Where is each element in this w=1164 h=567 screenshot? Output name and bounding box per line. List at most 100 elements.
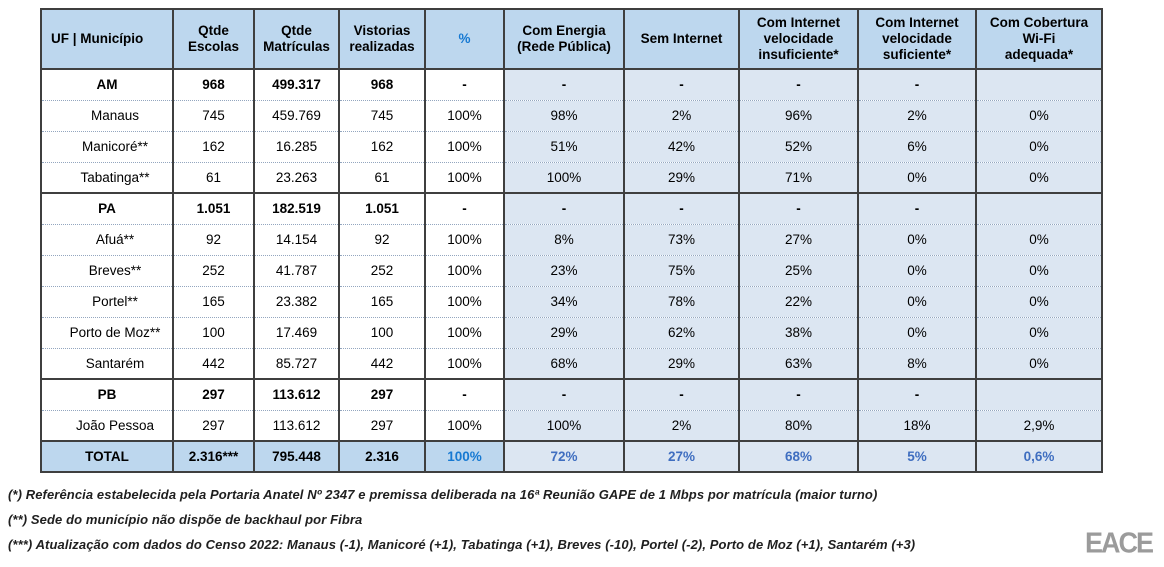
table-row-portel: Portel** 165 23.382 165 100% 34% 78% 22% 0% 0% [41,285,1102,317]
cell: 100% [503,409,624,441]
cell: 80% [738,409,858,441]
cell: 297 [338,409,425,441]
cell: - [424,68,504,100]
row-label: Breves** [41,254,173,286]
column-header-7: Com Internet velocidade insuficiente* [738,9,858,70]
cell: - [424,192,504,224]
table-row-total: TOTAL 2.316*** 795.448 2.316 100% 72% 27% 68% 5%… [41,440,1102,472]
cell: 745 [338,99,425,131]
cell: 100% [424,347,504,379]
cell: 29% [623,161,739,193]
cell: 165 [338,285,425,317]
cell: 0% [975,130,1102,162]
cell: 459.769 [253,99,339,131]
cell: 795.448 [253,440,339,472]
footnote-1: (*) Referência estabelecida pela Portari… [8,487,878,502]
table-row-santarém: Santarém 442 85.727 442 100% 68% 29% 63% 8% 0% [41,347,1102,379]
row-label: Tabatinga** [41,161,173,193]
column-header-0: UF | Município [41,9,173,70]
cell: 42% [623,130,739,162]
cell: 0% [857,254,976,286]
cell: 499.317 [253,68,339,100]
cell: - [503,378,624,410]
cell: 92 [338,223,425,255]
cell: 63% [738,347,858,379]
table-row-am: AM 968 499.317 968- - - - - [41,68,1102,100]
row-label: PA [41,192,173,224]
cell: 100% [424,223,504,255]
cell: 98% [503,99,624,131]
cell: 297 [338,378,425,410]
cell: - [623,68,739,100]
cell: 85.727 [253,347,339,379]
cell: 73% [623,223,739,255]
cell: 68% [503,347,624,379]
table-row-tabatinga: Tabatinga** 61 23.263 61 100% 100% 29% 71% 0% 0% [41,161,1102,193]
footnotes: (*) Referência estabelecida pela Portari… [8,487,915,562]
column-header-5: Com Energia (Rede Pública) [503,9,624,70]
cell: 0% [857,285,976,317]
row-label: Porto de Moz** [41,316,173,348]
cell: 38% [738,316,858,348]
cell: 61 [172,161,254,193]
cell: 8% [503,223,624,255]
table-row-breves: Breves** 252 41.787 252 100% 23% 75% 25% 0% 0% [41,254,1102,286]
cell [975,68,1102,100]
table-row-pa: PA 1.051 182.519 1.051- - - - - [41,192,1102,224]
cell: 252 [172,254,254,286]
cell: - [738,192,858,224]
cell: 34% [503,285,624,317]
table-row-manicoré: Manicoré** 162 16.285 162 100% 51% 42% 52% 6% 0% [41,130,1102,162]
cell: 442 [172,347,254,379]
footnote-3: (***) Atualização com dados do Censo 202… [8,537,916,552]
cell: 75% [623,254,739,286]
cell: 100% [424,409,504,441]
cell: 100 [338,316,425,348]
cell: 1.051 [172,192,254,224]
cell: 162 [338,130,425,162]
cell: 0% [975,254,1102,286]
cell: 23.382 [253,285,339,317]
cell: 17.469 [253,316,339,348]
cell: 100% [424,285,504,317]
report-table-container: UF | Município Qtde Escolas Qtde Matrícula… [40,8,1103,473]
cell: 0% [857,223,976,255]
cell: 16.285 [253,130,339,162]
cell: 25% [738,254,858,286]
row-label: João Pessoa [41,409,173,441]
table-body: AM 968 499.317 968- - - - - Manaus 745 459.769 745 1… [41,68,1102,472]
row-label: Portel** [41,285,173,317]
cell: 2% [623,409,739,441]
cell: 745 [172,99,254,131]
row-label: Manicoré** [41,130,173,162]
cell: 2% [857,99,976,131]
report-table: UF | Município Qtde Escolas Qtde Matrícula… [40,8,1103,473]
cell: 165 [172,285,254,317]
cell: 113.612 [253,378,339,410]
cell: 92 [172,223,254,255]
cell: 14.154 [253,223,339,255]
table-header: UF | Município Qtde Escolas Qtde Matrícula… [41,9,1102,70]
cell: 0% [975,347,1102,379]
cell: 96% [738,99,858,131]
cell: 0% [975,316,1102,348]
cell: 0% [975,99,1102,131]
cell: 52% [738,130,858,162]
cell: 0% [975,161,1102,193]
cell: 297 [172,409,254,441]
column-header-3: Vistorias realizadas [338,9,425,70]
cell: 6% [857,130,976,162]
cell: 41.787 [253,254,339,286]
eace-logo: EACE [1084,527,1154,559]
cell: - [503,192,624,224]
cell: 442 [338,347,425,379]
cell: 18% [857,409,976,441]
cell: 8% [857,347,976,379]
cell: 297 [172,378,254,410]
cell [975,192,1102,224]
footnote-2: (**) Sede do município não dispõe de bac… [8,512,363,527]
column-header-6: Sem Internet [623,9,739,70]
column-header-8: Com Internet velocidade suficiente* [857,9,976,70]
table-row-manaus: Manaus 745 459.769 745 100% 98% 2% 96% 2% 0% [41,99,1102,131]
cell: 100% [424,254,504,286]
